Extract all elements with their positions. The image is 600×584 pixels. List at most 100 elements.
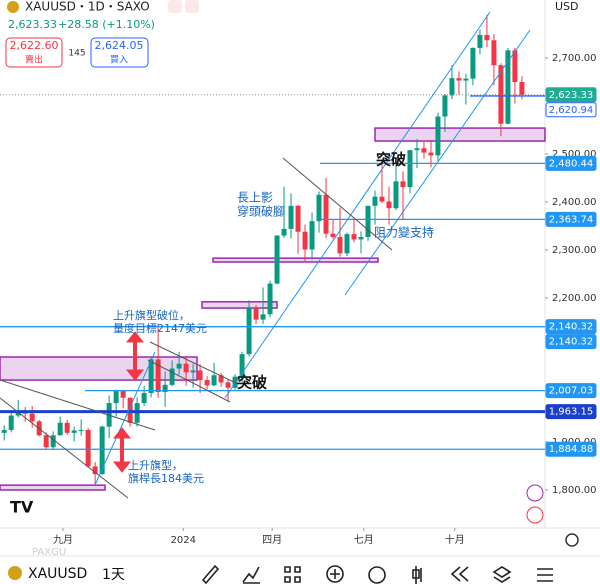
candle-body <box>379 196 385 202</box>
candle-body <box>428 152 434 156</box>
annotation: 突破 <box>237 374 267 392</box>
trend-line <box>344 29 531 296</box>
event-icon[interactable] <box>526 506 544 524</box>
price-label-box <box>545 211 597 227</box>
candle-body <box>337 237 343 254</box>
settings-icon[interactable] <box>537 568 553 582</box>
zone <box>0 356 198 381</box>
price: 2,623.33 <box>8 18 57 31</box>
candle-body <box>421 148 427 153</box>
price-label: 2,140.32 <box>549 337 594 348</box>
event-icon[interactable] <box>526 484 544 502</box>
draw-icon[interactable] <box>201 564 220 584</box>
symbol-icon <box>8 566 22 580</box>
candle-body <box>183 363 189 373</box>
candle-body <box>442 95 448 117</box>
y-tick-label: 2,300.00 <box>552 245 597 256</box>
annotation: 突破 <box>376 151 406 169</box>
candle-body <box>239 354 245 377</box>
zone <box>201 301 278 309</box>
candle-body <box>302 231 308 250</box>
trend-line <box>147 359 231 403</box>
trend-line <box>149 341 239 385</box>
indicator-icon[interactable] <box>242 566 260 584</box>
alert-icon[interactable] <box>368 566 386 584</box>
candle-body <box>309 221 315 250</box>
y-tick-label: 2,700.00 <box>552 53 597 64</box>
candle-body <box>393 181 399 209</box>
replay-icon[interactable] <box>450 566 469 582</box>
candle-body <box>253 308 259 320</box>
candle-body <box>29 413 35 422</box>
symbol-icon <box>7 1 19 13</box>
layout-icon[interactable] <box>284 566 301 583</box>
candle-body <box>204 380 210 386</box>
buy-button[interactable] <box>90 37 149 68</box>
candle-body <box>344 234 350 254</box>
x-tick-label: 九月 <box>53 534 73 546</box>
plot <box>0 14 548 531</box>
price-label: 2,140.32 <box>549 322 594 333</box>
icon[interactable] <box>168 0 182 13</box>
candle-body <box>498 65 504 124</box>
candle-body <box>351 234 357 240</box>
y-tick-label: 2,500.00 <box>552 149 597 160</box>
settings-icon[interactable] <box>565 533 579 547</box>
candle-body <box>386 201 392 209</box>
sell-button[interactable] <box>5 37 63 68</box>
annotation: 穿頭破腳 <box>237 204 285 219</box>
candle-body <box>435 116 441 156</box>
x-tick-label: 四月 <box>262 534 282 546</box>
toolbar-symbol[interactable]: XAUUSD <box>28 566 87 582</box>
trend-line <box>0 397 129 499</box>
add-icon[interactable] <box>326 565 344 583</box>
candle-body <box>148 359 154 394</box>
candle-body <box>43 435 49 448</box>
candle-body <box>78 429 84 431</box>
layers-icon[interactable] <box>492 566 512 583</box>
watermark: PAXGU <box>32 547 66 558</box>
candle-body <box>281 228 287 236</box>
price-label-box <box>545 404 597 420</box>
candle-body <box>8 415 14 430</box>
buy-price: 2,624.05 <box>95 39 144 52</box>
annotation: 阻力變支持 <box>374 225 434 240</box>
candle-body <box>197 370 203 381</box>
annotation: 長上影 <box>237 191 273 205</box>
candle-body <box>407 150 413 188</box>
candle-body <box>505 50 511 124</box>
candle-body <box>211 375 217 386</box>
annotation: 上升旗型破位， <box>113 308 190 322</box>
icon[interactable] <box>185 0 199 13</box>
candle-body <box>176 363 182 369</box>
price-label-box <box>545 319 597 335</box>
symbol: XAUUSD・1D・SAXO <box>25 0 150 14</box>
trend-line <box>0 379 156 431</box>
price-label: 2,623.33 <box>549 90 594 101</box>
price-label-box <box>545 155 597 171</box>
candle-body <box>169 368 175 385</box>
candle-body <box>288 205 294 229</box>
candle-body <box>260 314 266 320</box>
currency: USD <box>555 0 579 13</box>
candle-body <box>57 422 63 436</box>
candle-body <box>512 50 518 82</box>
spread: 145 <box>68 49 85 59</box>
x-tick-label: 七月 <box>354 534 374 546</box>
candle-body <box>155 359 161 393</box>
candle-body <box>365 205 371 238</box>
arrow-head <box>112 427 132 473</box>
candle-body <box>323 194 329 234</box>
price-label: 1,884.88 <box>549 444 594 455</box>
trend-line <box>282 157 393 251</box>
candle-body <box>484 34 490 41</box>
candle-body <box>113 391 119 404</box>
y-tick-label: 2,200.00 <box>552 293 597 304</box>
candle-body <box>330 233 336 238</box>
candle-body <box>85 429 91 467</box>
toolbar-interval[interactable]: 1天 <box>102 567 125 583</box>
drawings <box>0 11 531 499</box>
chart-type-icon[interactable] <box>412 566 422 584</box>
candle-body <box>15 412 21 416</box>
